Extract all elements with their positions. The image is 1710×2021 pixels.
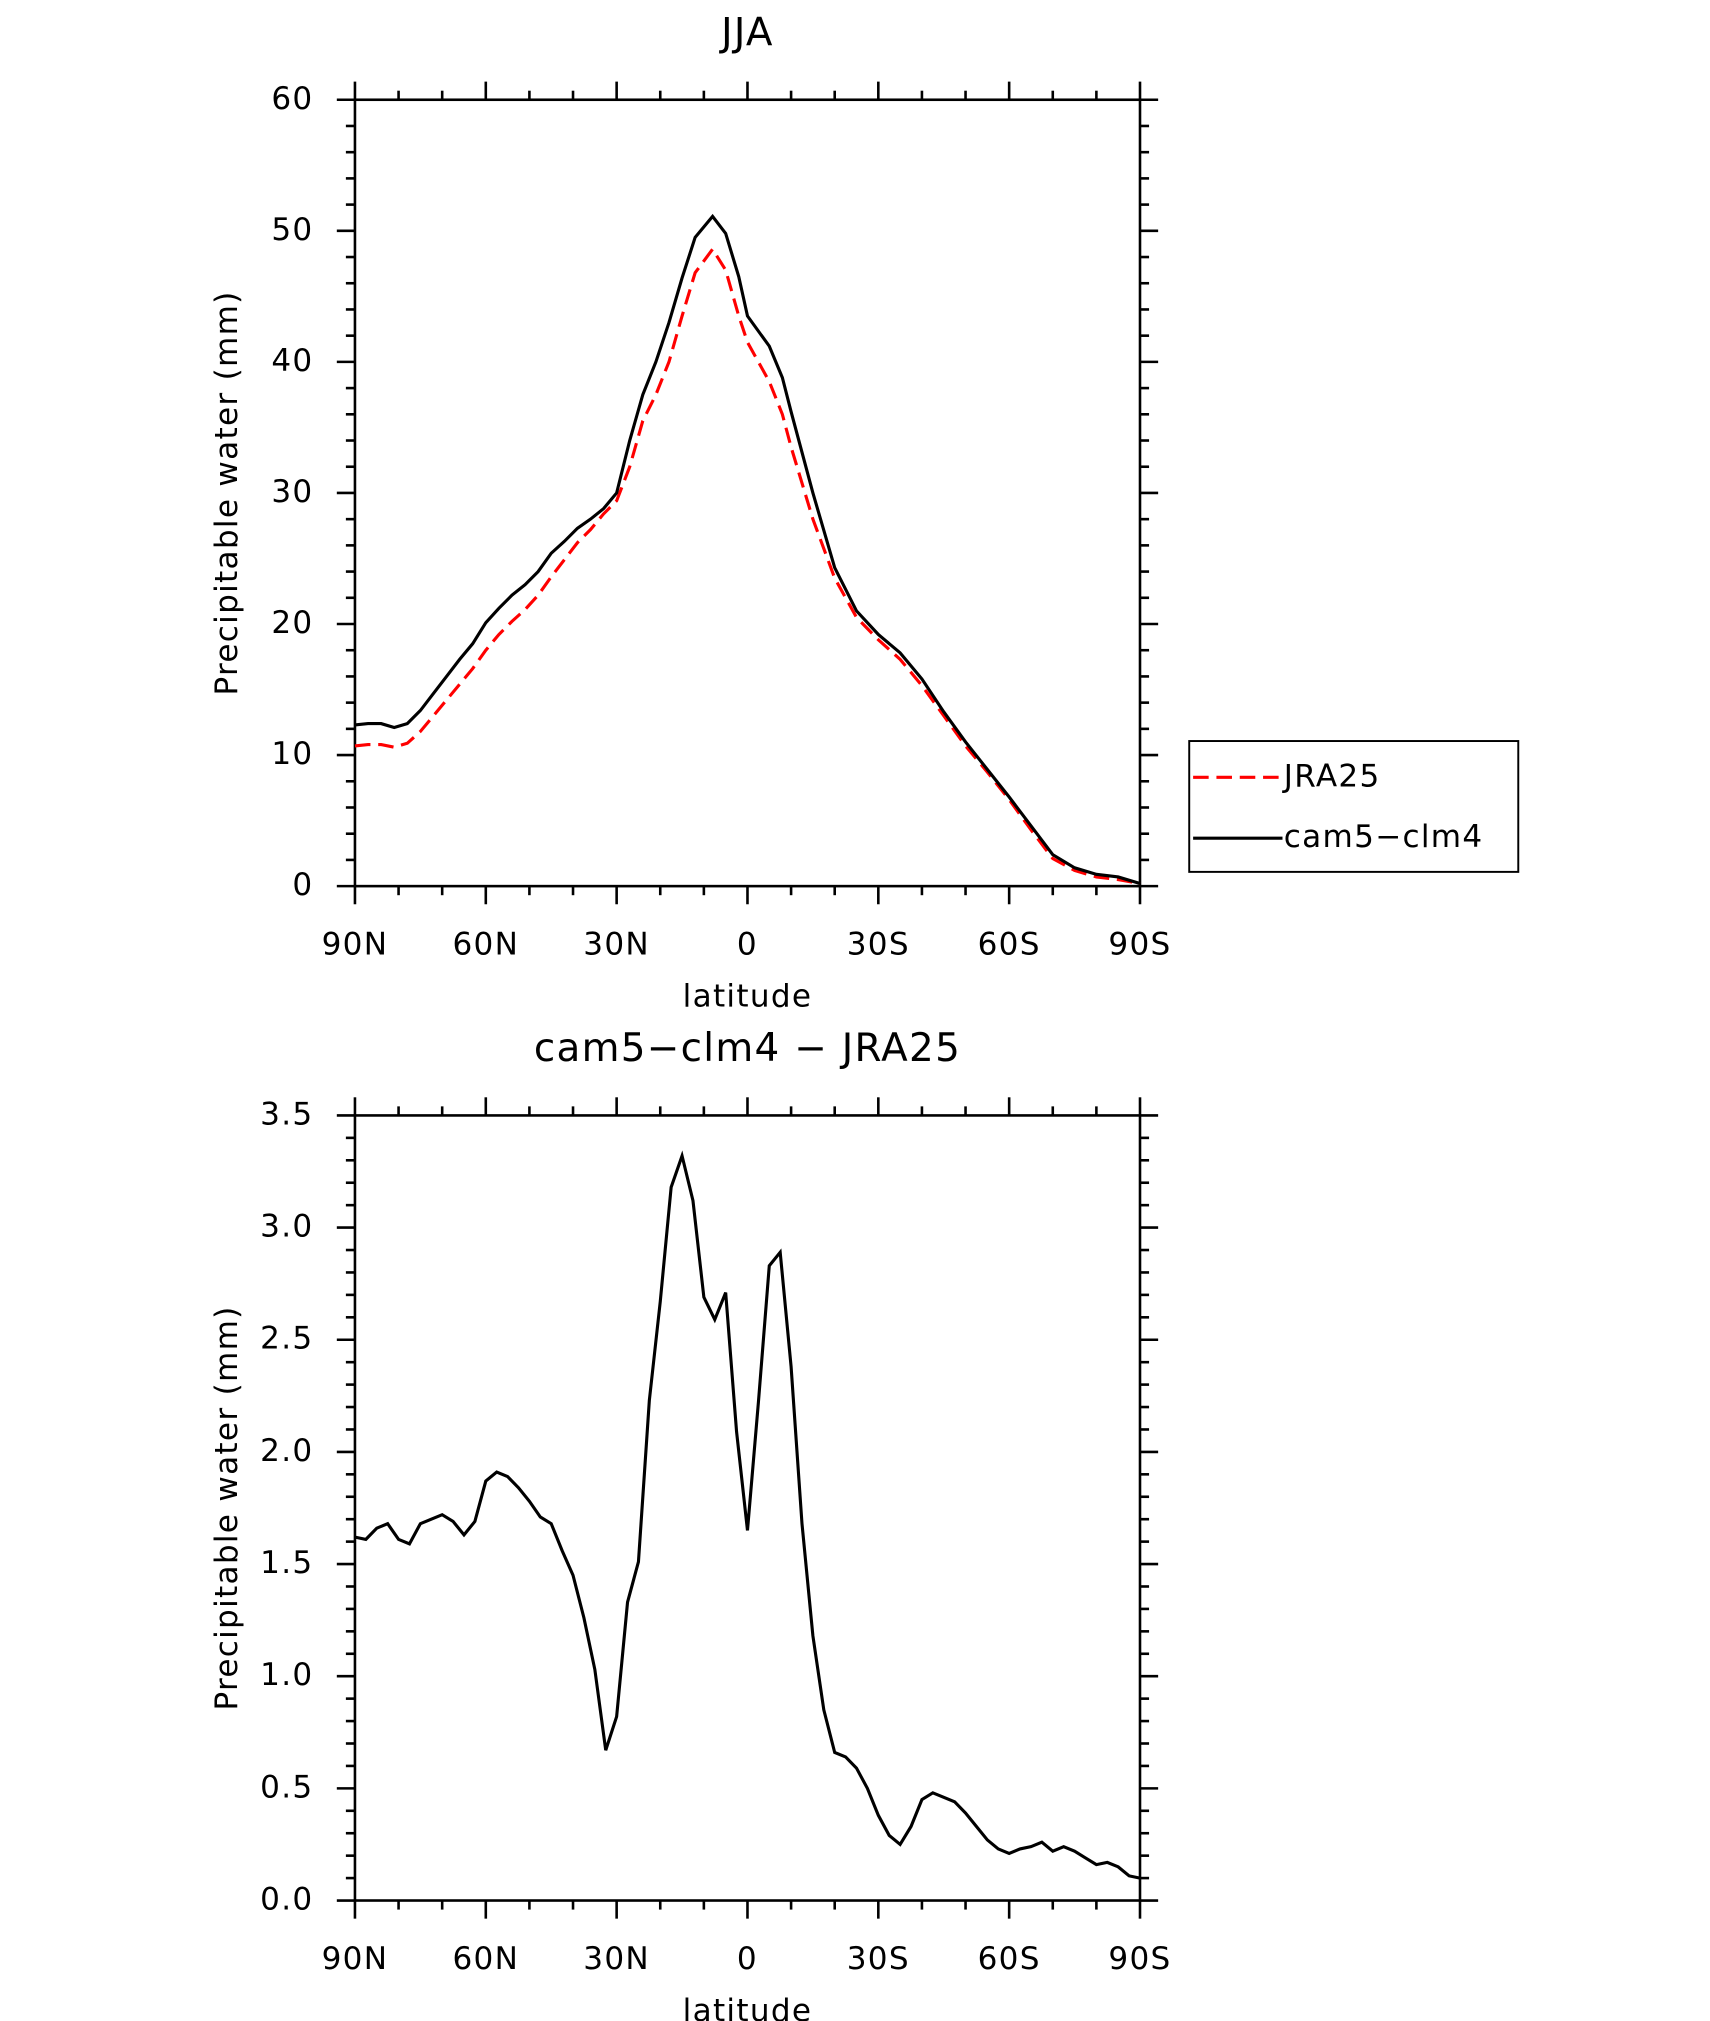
y-tick-label: 30	[271, 474, 313, 510]
x-tick-label: 30S	[847, 927, 910, 963]
x-tick-label: 90N	[322, 1941, 389, 1977]
x-tick-label: 60S	[978, 927, 1041, 963]
data-line	[354, 1150, 1141, 1880]
x-tick-label: 0	[737, 1941, 758, 1977]
x-tick-label: 90N	[322, 927, 389, 963]
x-tick-label: 0	[737, 927, 758, 963]
y-tick-label: 1.0	[260, 1657, 313, 1693]
data-line	[354, 246, 1141, 886]
y-tick-label: 40	[271, 343, 313, 379]
plot-frame	[353, 1114, 1142, 1902]
x-tick-label: 30N	[583, 1941, 650, 1977]
x-tick-label: 30N	[583, 927, 650, 963]
y-tick-label: 2.0	[260, 1433, 313, 1469]
legend-label: cam5−clm4	[1284, 819, 1484, 855]
x-tick-label: 60S	[978, 1941, 1041, 1977]
chart-title: cam5−clm4 − JRA25	[534, 1026, 961, 1071]
y-tick-label: 10	[271, 736, 313, 772]
data-line	[354, 213, 1141, 886]
legend-box	[1188, 740, 1520, 873]
y-tick-label: 50	[271, 212, 313, 248]
y-tick-label: 2.5	[260, 1321, 313, 1357]
x-tick-label: 90S	[1108, 1941, 1171, 1977]
x-axis-label: latitude	[683, 979, 813, 1015]
x-tick-label: 90S	[1108, 927, 1171, 963]
x-tick-label: 30S	[847, 1941, 910, 1977]
legend-label: JRA25	[1282, 758, 1381, 794]
x-tick-label: 60N	[452, 927, 519, 963]
plot-frame	[353, 98, 1142, 888]
y-axis-label: Precipitable water (mm)	[209, 290, 245, 695]
y-axis-label: Precipitable water (mm)	[209, 1305, 245, 1710]
chart-title: JJA	[718, 10, 774, 55]
x-tick-label: 60N	[452, 1941, 519, 1977]
x-axis-label: latitude	[683, 1993, 813, 2021]
y-tick-label: 60	[271, 81, 313, 117]
y-tick-label: 1.5	[260, 1545, 313, 1581]
y-tick-label: 0.5	[260, 1769, 313, 1805]
y-tick-label: 0.0	[260, 1882, 313, 1918]
y-tick-label: 3.0	[260, 1209, 313, 1245]
y-tick-label: 0	[292, 867, 313, 903]
y-tick-label: 3.5	[260, 1096, 313, 1132]
y-tick-label: 20	[271, 605, 313, 641]
